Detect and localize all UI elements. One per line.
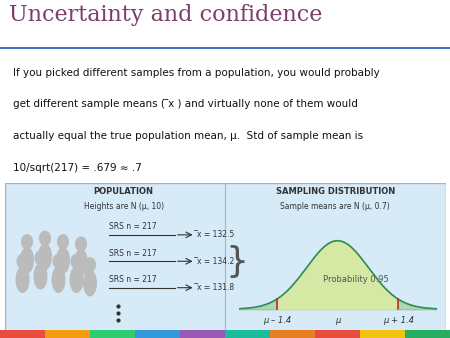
Text: μ: μ xyxy=(335,316,340,325)
Circle shape xyxy=(35,251,46,265)
Ellipse shape xyxy=(52,267,65,292)
Ellipse shape xyxy=(84,270,96,296)
Text: Heights are N (μ, 10): Heights are N (μ, 10) xyxy=(84,202,164,211)
Text: Sample means are N (μ, 0.7): Sample means are N (μ, 0.7) xyxy=(280,202,390,211)
Circle shape xyxy=(53,255,64,268)
Circle shape xyxy=(85,258,95,272)
Text: SAMPLING DISTRIBUTION: SAMPLING DISTRIBUTION xyxy=(275,187,395,196)
Circle shape xyxy=(76,237,86,251)
Text: actually equal the true population mean, μ.  Std of sample mean is: actually equal the true population mean,… xyxy=(14,131,364,141)
Ellipse shape xyxy=(75,250,87,275)
Circle shape xyxy=(40,232,50,245)
Text: }: } xyxy=(226,245,249,280)
Circle shape xyxy=(17,255,28,268)
Bar xyxy=(0,330,45,338)
Ellipse shape xyxy=(39,244,51,269)
Bar xyxy=(90,330,135,338)
Text: SRS n = 217: SRS n = 217 xyxy=(109,222,157,231)
Text: If you picked different samples from a population, you would probably: If you picked different samples from a p… xyxy=(14,68,380,78)
Ellipse shape xyxy=(21,247,33,273)
Bar xyxy=(270,330,315,338)
Text: POPULATION: POPULATION xyxy=(94,187,153,196)
Bar xyxy=(360,330,405,338)
Text: SRS n = 217: SRS n = 217 xyxy=(109,249,157,258)
Text: μ + 1.4: μ + 1.4 xyxy=(382,316,414,325)
Text: ̅x = 132.5: ̅x = 132.5 xyxy=(198,230,235,239)
Ellipse shape xyxy=(16,267,29,292)
Ellipse shape xyxy=(57,247,69,273)
Bar xyxy=(180,330,225,338)
Text: ̅x = 131.8: ̅x = 131.8 xyxy=(198,283,235,292)
Text: Probability 0.95: Probability 0.95 xyxy=(323,275,389,285)
Bar xyxy=(135,330,180,338)
Bar xyxy=(315,330,360,338)
Bar xyxy=(405,330,450,338)
Ellipse shape xyxy=(70,267,83,292)
Text: μ – 1.4: μ – 1.4 xyxy=(263,316,291,325)
Text: SRS n = 217: SRS n = 217 xyxy=(109,275,157,284)
Circle shape xyxy=(22,235,32,249)
Text: get different sample means ( ̅x ) and virtually none of them would: get different sample means ( ̅x ) and vi… xyxy=(14,99,358,109)
Text: ̅x = 134.2: ̅x = 134.2 xyxy=(198,257,235,266)
Ellipse shape xyxy=(34,264,47,289)
Circle shape xyxy=(58,235,68,249)
Bar xyxy=(225,330,270,338)
Circle shape xyxy=(71,255,82,268)
Text: 10/sqrt(217) = .679 ≈ .7: 10/sqrt(217) = .679 ≈ .7 xyxy=(14,163,142,172)
Bar xyxy=(45,330,90,338)
Text: Uncertainty and confidence: Uncertainty and confidence xyxy=(9,4,322,26)
